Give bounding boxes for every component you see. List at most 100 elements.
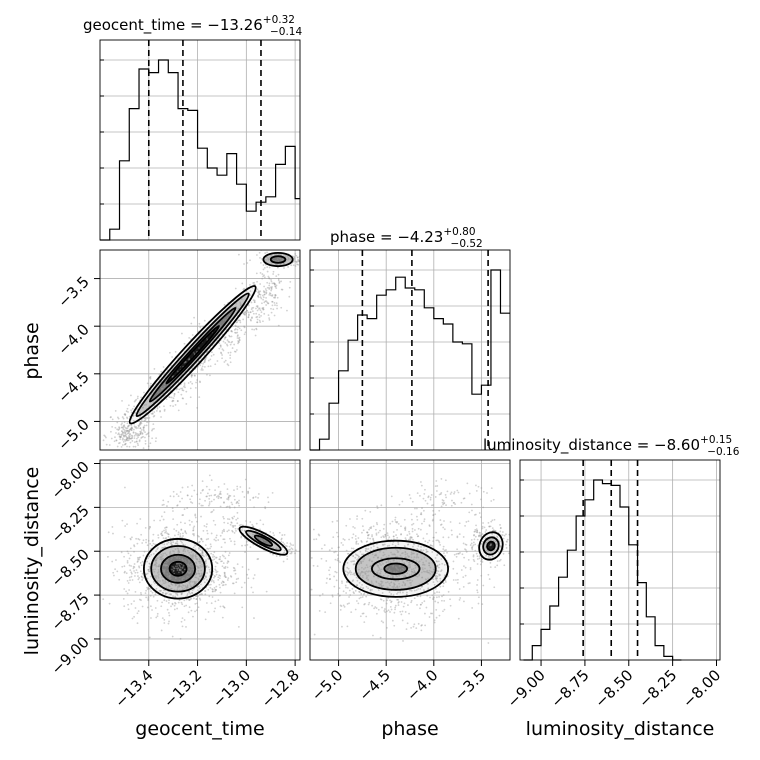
sample-point [218,347,221,350]
sample-point [449,521,452,523]
sample-point [316,565,319,568]
sample-point [465,550,468,553]
sample-point [193,533,195,535]
sample-point [392,586,395,588]
sample-point [194,544,197,547]
sample-point [167,622,170,625]
sample-point [217,576,220,579]
sample-point [255,316,258,319]
sample-point [415,564,418,567]
sample-point [259,256,261,259]
sample-point [228,334,231,337]
sample-point [159,556,162,558]
sample-point [236,331,239,334]
sample-point [296,256,299,259]
sample-point [364,566,367,569]
sample-point [259,271,262,274]
sample-point [420,546,422,548]
sample-point [436,564,439,567]
sample-point [296,263,298,266]
sample-point [430,570,433,573]
sample-point [149,542,152,545]
sample-point [206,572,208,574]
sample-point [379,572,382,575]
sample-point [141,433,144,435]
sample-point [190,554,193,557]
sample-point [289,258,292,261]
sample-point [136,571,139,574]
sample-point [440,558,443,560]
sample-point [341,580,343,583]
sample-point [429,544,432,547]
histogram-geocent_time [100,59,300,241]
sample-point [117,417,120,420]
sample-point [277,253,280,256]
sample-point [141,605,144,608]
sample-point [391,586,394,588]
sample-point [215,561,218,564]
sample-point [215,556,218,559]
sample-point [173,393,176,395]
sample-point [246,309,248,312]
sample-point [198,572,201,575]
sample-point [422,563,425,566]
sample-point [126,579,129,582]
sample-point [164,527,166,529]
sample-point [262,523,265,526]
sample-point [170,587,172,590]
sample-point [175,529,178,532]
sample-point [134,575,136,577]
sample-point [375,607,378,609]
sample-point [155,409,158,412]
sample-point [425,551,428,554]
sample-point [378,567,381,570]
sample-point [183,599,186,602]
sample-point [139,432,142,435]
sample-point [204,590,206,592]
sample-point [171,584,174,586]
sample-point [171,356,174,358]
sample-point [374,606,377,608]
sample-point [340,542,343,544]
sample-point [122,426,125,429]
sample-point [151,412,154,415]
sample-point [229,575,232,577]
sample-point [384,611,387,614]
sample-point [132,414,135,417]
sample-point [363,603,366,606]
sample-point [472,558,475,561]
sample-point [165,530,167,533]
sample-point [181,486,184,489]
sample-point [204,358,207,361]
sample-point [419,607,421,610]
sample-point [463,600,465,603]
sample-point [155,559,158,562]
sample-point [134,412,137,415]
sample-point [138,581,141,584]
sample-point [436,554,438,557]
sample-point [230,521,233,524]
sample-point [200,569,203,572]
sample-point [190,495,193,498]
sample-point [115,559,117,561]
sample-point [256,305,259,307]
sample-point [231,529,234,532]
sample-point [126,429,129,432]
sample-point [136,397,139,400]
sample-point [475,490,478,492]
sample-point [187,576,190,578]
sample-point [223,566,225,569]
sample-point [187,571,189,573]
sample-point [435,539,438,542]
sample-point [289,280,292,283]
sample-point [461,553,464,556]
sample-point [264,507,267,510]
sample-point [137,433,140,436]
sample-point [408,532,411,535]
sample-point [399,569,402,571]
sample-point [240,329,243,332]
sample-point [147,431,150,434]
sample-point [239,319,241,322]
sample-point [212,519,215,522]
sample-point [291,548,294,551]
